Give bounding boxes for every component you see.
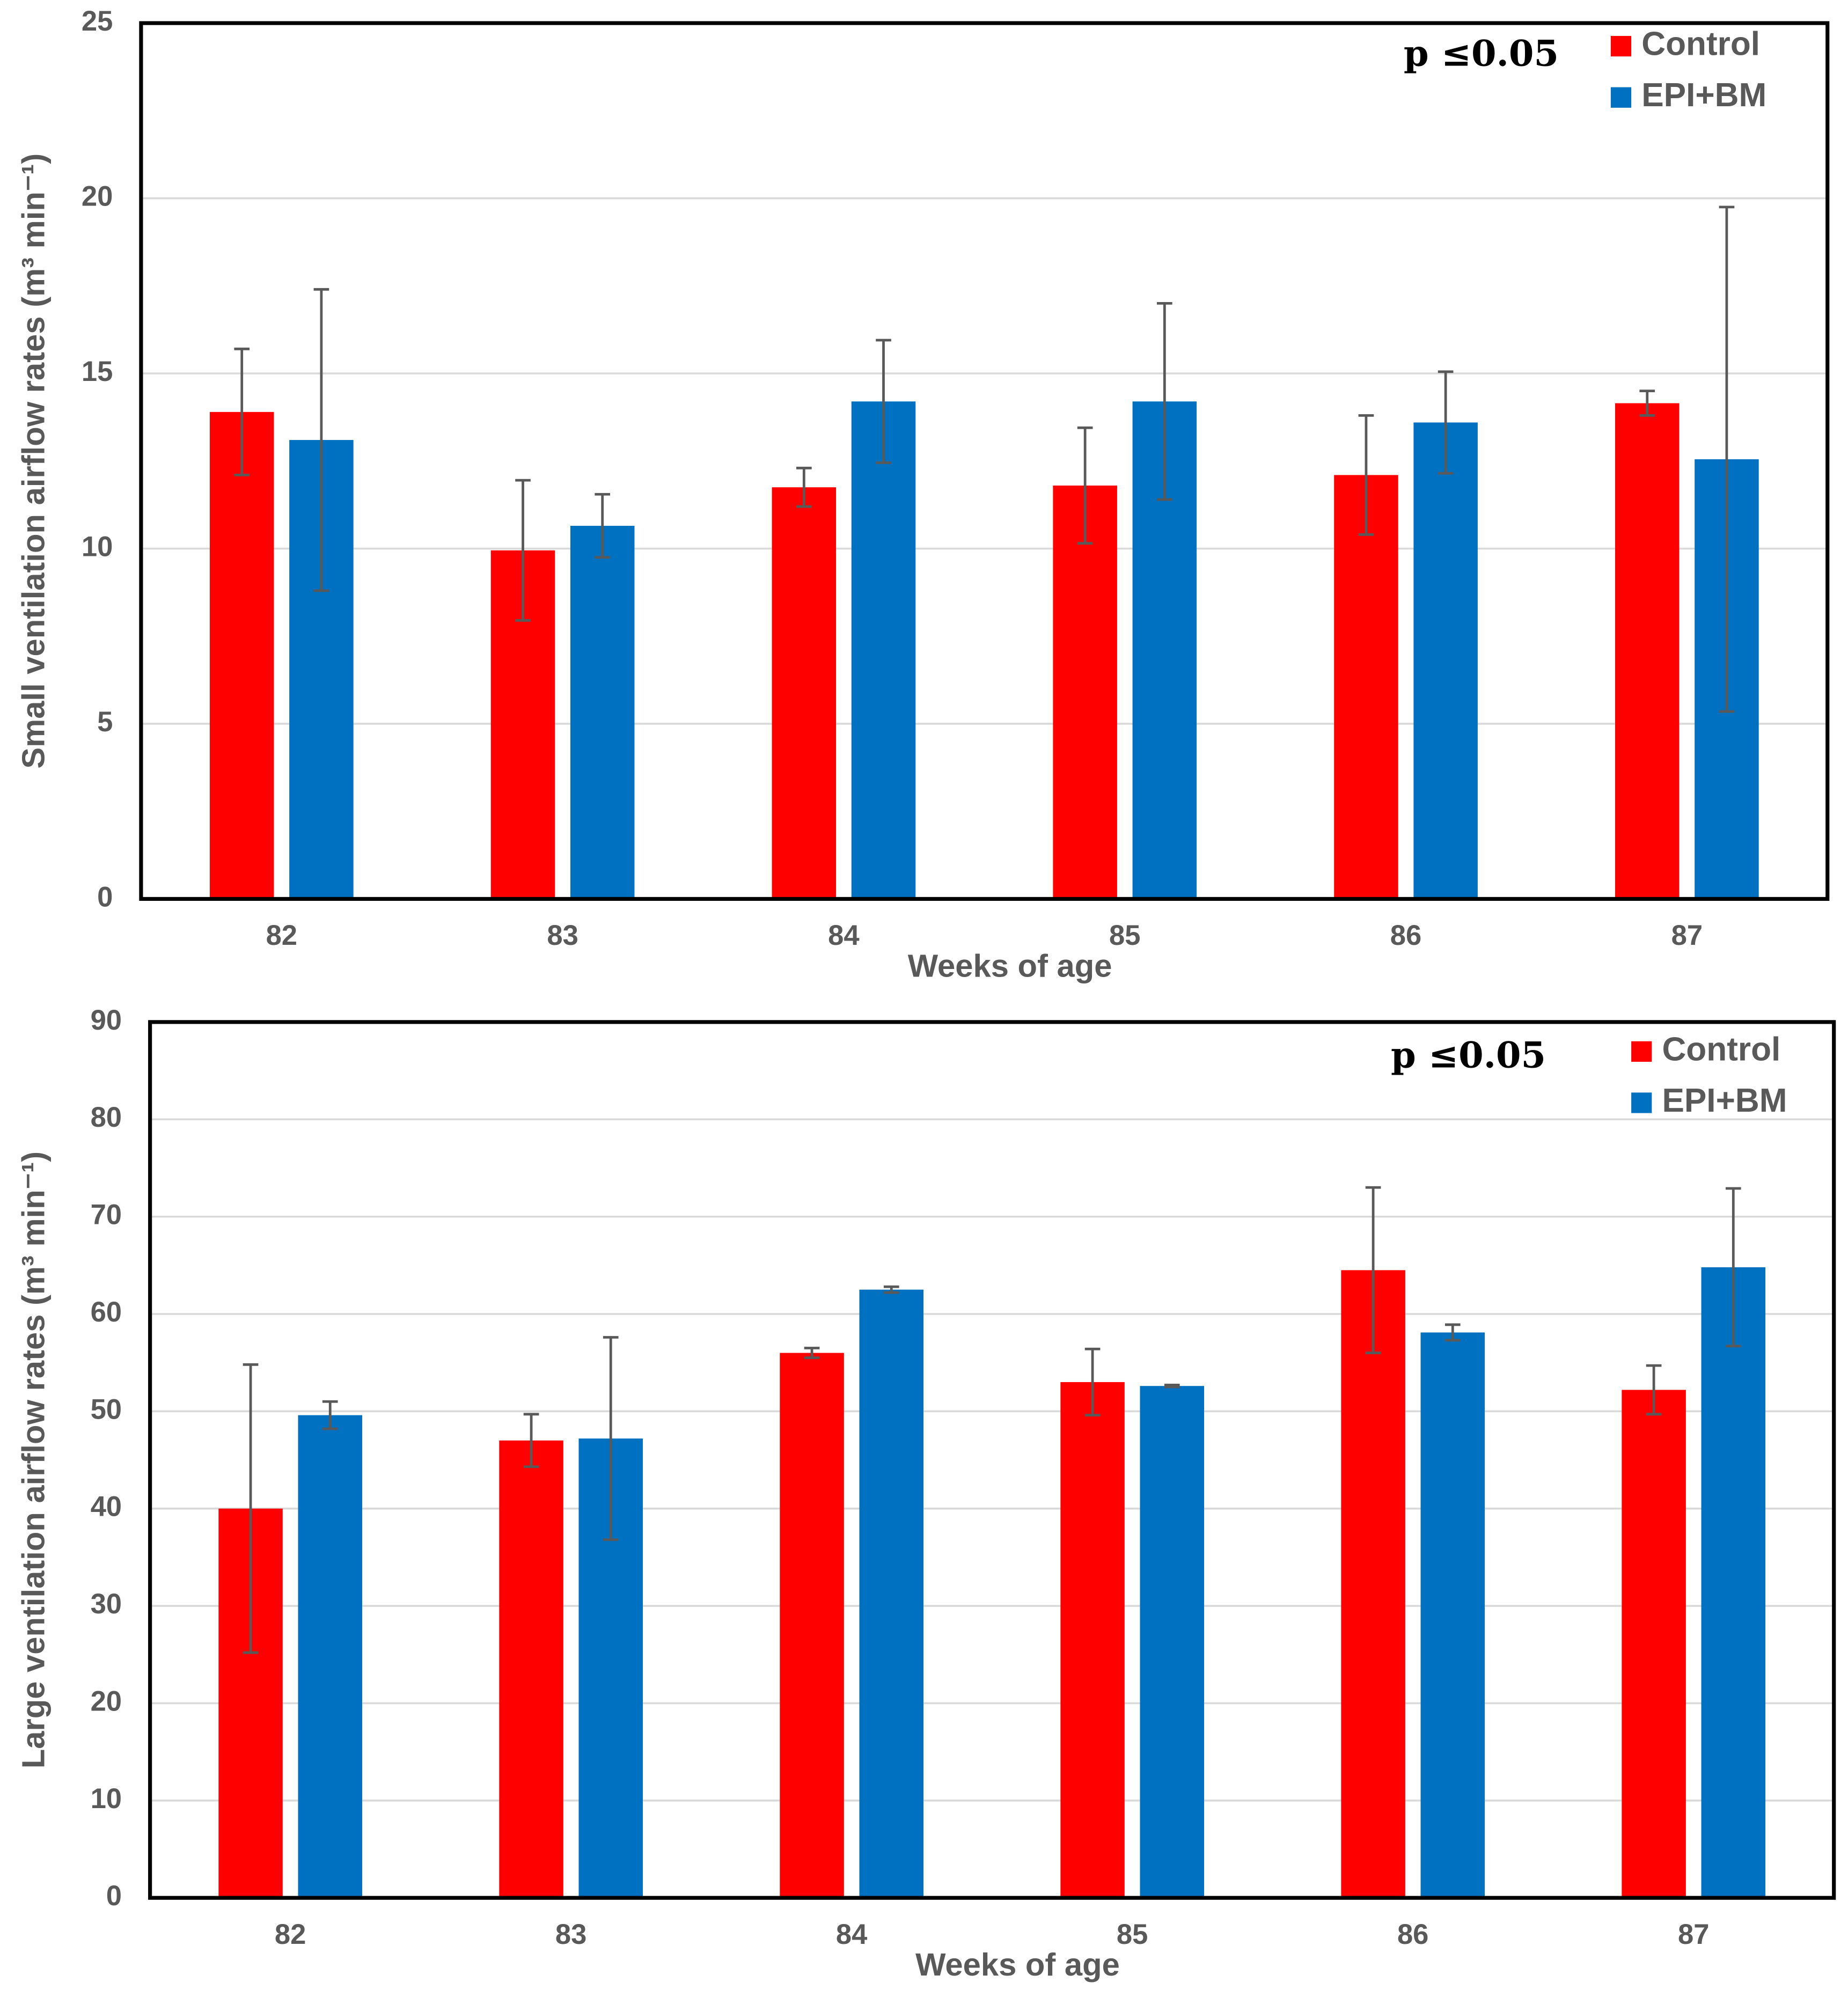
x-tick-label: 84 <box>836 1919 867 1950</box>
legend-label: Control <box>1641 26 1760 63</box>
bar <box>1622 1390 1686 1898</box>
error-bar <box>1444 1323 1461 1342</box>
error-bar <box>1084 1347 1101 1417</box>
bar <box>209 412 274 899</box>
bar <box>1701 1267 1766 1898</box>
bar <box>1053 485 1117 899</box>
x-tick-label: 82 <box>266 920 297 951</box>
legend-swatch <box>1631 1041 1652 1062</box>
y-tick-label: 10 <box>82 531 113 562</box>
bar <box>1413 422 1478 899</box>
error-bar <box>1156 302 1172 501</box>
bar <box>1341 1270 1405 1898</box>
error-bar <box>515 479 531 622</box>
error-bar <box>1725 1187 1741 1348</box>
plot-frame <box>139 21 1830 901</box>
bar <box>859 1289 924 1898</box>
x-tick-label: 86 <box>1390 920 1421 951</box>
y-tick-label: 15 <box>82 356 113 387</box>
error-bar <box>234 347 250 476</box>
bar <box>851 401 916 899</box>
y-tick-label: 20 <box>82 180 113 212</box>
bar <box>499 1440 563 1898</box>
chart: 0 5 10 15 20 25 82 83 84 85 86 87 Weeks of age Small … <box>16 5 1830 983</box>
y-tick-label: 50 <box>91 1393 122 1425</box>
error-bar <box>1719 205 1735 713</box>
error-bar <box>1639 390 1655 417</box>
error-bar <box>876 339 891 464</box>
y-tick-label: 0 <box>97 881 113 913</box>
y-tick-label: 10 <box>91 1783 122 1815</box>
y-tick-label: 90 <box>91 1004 122 1036</box>
chart: 0 10 20 30 40 50 60 70 80 90 82 83 84 85 86 87 Weeks of … <box>16 1004 1836 1982</box>
x-axis-title: Weeks of age <box>908 948 1112 983</box>
error-bar <box>603 1336 619 1541</box>
plot-frame <box>148 1020 1836 1900</box>
error-bar <box>1438 370 1454 475</box>
bar <box>1060 1382 1125 1898</box>
error-bar <box>1646 1364 1662 1416</box>
error-bar <box>1077 426 1093 545</box>
x-tick-label: 85 <box>1109 920 1140 951</box>
bar <box>1420 1332 1485 1898</box>
y-tick-label: 0 <box>106 1880 122 1912</box>
annotation: p ≤0.05 <box>1391 1033 1546 1076</box>
bar <box>1140 1386 1205 1898</box>
legend-label: Control <box>1662 1031 1780 1068</box>
error-bar <box>313 288 329 592</box>
y-tick-label: 25 <box>82 5 113 37</box>
bar <box>1615 403 1680 899</box>
error-bar <box>523 1413 539 1468</box>
error-bar <box>595 493 611 559</box>
y-axis-title: Large ventilation airflow rates (m³ min⁻… <box>16 1151 52 1768</box>
bar <box>772 487 837 899</box>
x-axis-title: Weeks of age <box>915 1947 1120 1982</box>
error-bar <box>796 466 812 508</box>
legend-swatch <box>1610 35 1632 57</box>
legend-label: EPI+BM <box>1641 77 1766 114</box>
legend-swatch <box>1610 87 1632 108</box>
error-bar <box>1358 414 1374 536</box>
y-tick-label: 5 <box>97 706 113 738</box>
y-tick-label: 80 <box>91 1102 122 1133</box>
y-tick-label: 40 <box>91 1491 122 1523</box>
y-tick-label: 30 <box>91 1588 122 1620</box>
x-tick-label: 87 <box>1671 920 1703 951</box>
x-tick-label: 83 <box>555 1919 586 1950</box>
bar <box>298 1415 362 1898</box>
x-tick-label: 84 <box>828 920 859 951</box>
y-tick-label: 70 <box>91 1199 122 1231</box>
x-tick-label: 86 <box>1397 1919 1428 1950</box>
error-bar <box>1365 1186 1381 1354</box>
bar <box>570 526 635 899</box>
legend-label: EPI+BM <box>1662 1082 1787 1119</box>
y-axis-title: Small ventilation airflow rates (m³ min⁻… <box>16 153 52 769</box>
error-bar <box>883 1285 899 1294</box>
x-tick-label: 83 <box>547 920 578 951</box>
bar <box>780 1353 844 1898</box>
y-tick-label: 60 <box>91 1296 122 1328</box>
y-tick-label: 20 <box>91 1685 122 1717</box>
error-bar <box>322 1400 338 1430</box>
error-bar <box>243 1363 259 1654</box>
x-tick-label: 85 <box>1117 1919 1148 1950</box>
annotation: p ≤0.05 <box>1404 32 1559 75</box>
error-bar <box>1164 1384 1180 1389</box>
error-bar <box>804 1347 820 1360</box>
bar <box>1334 475 1398 899</box>
x-tick-label: 82 <box>275 1919 306 1950</box>
legend-swatch <box>1631 1092 1652 1113</box>
x-tick-label: 87 <box>1678 1919 1709 1950</box>
